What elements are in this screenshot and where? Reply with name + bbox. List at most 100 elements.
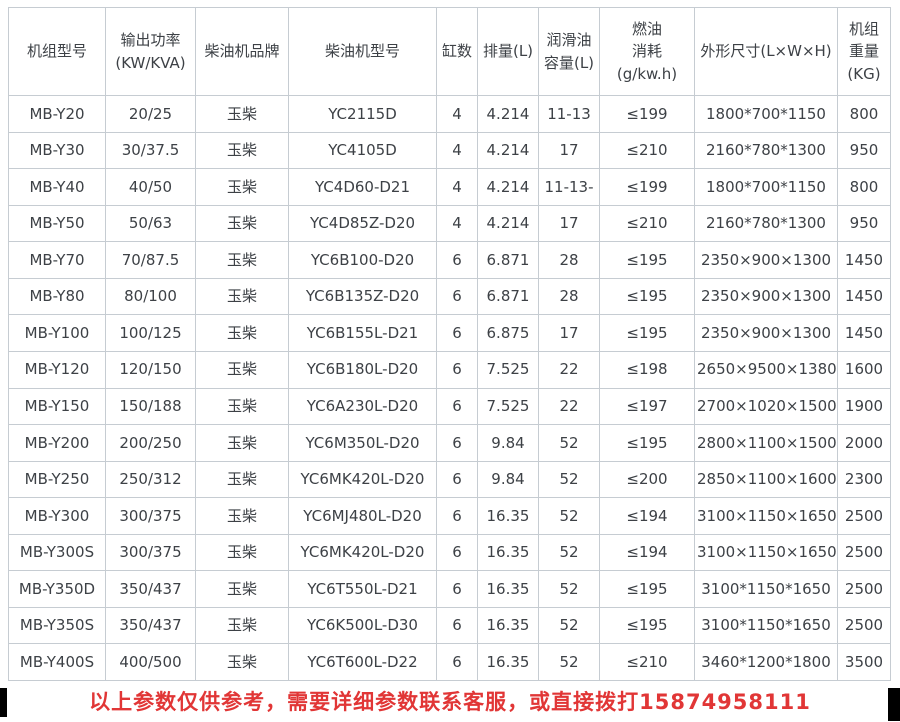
table-cell: YC4105D [288, 131, 437, 170]
table-cell: 玉柴 [195, 350, 289, 389]
table-cell: 950 [837, 131, 891, 170]
table-cell: 4 [436, 168, 478, 206]
table-row: MB-Y20 20/25 玉柴 YC2115D 4 4.214 11-13 ≤199 1800*… [8, 95, 891, 133]
table-cell: 9.84 [477, 460, 539, 499]
table-cell: 150/188 [105, 387, 196, 426]
table-cell: 2000 [837, 424, 891, 462]
table-cell: YC6B180L-D20 [288, 350, 437, 389]
table-cell: 300/375 [105, 497, 196, 535]
table-cell: MB-Y350S [8, 606, 106, 645]
table-row: MB-Y300S 300/375 玉柴 YC6MK420L-D20 6 16.35 52 ≤1… [8, 533, 891, 572]
table-cell: YC6M350L-D20 [288, 424, 437, 462]
table-cell: 1900 [837, 387, 891, 426]
table-row: MB-Y100 100/125 玉柴 YC6B155L-D21 6 6.875 17 ≤195… [8, 314, 891, 352]
table-cell: 2850×1100×1600 [694, 460, 838, 499]
table-cell: 1800*700*1150 [694, 168, 838, 206]
table-cell: MB-Y400S [8, 643, 106, 681]
table-cell: 52 [538, 606, 600, 645]
table-cell: ≤199 [599, 168, 695, 206]
table-cell: ≤195 [599, 570, 695, 608]
table-cell: 950 [837, 204, 891, 243]
table-cell: 6 [436, 350, 478, 389]
table-cell: 玉柴 [195, 497, 289, 535]
table-cell: 玉柴 [195, 570, 289, 608]
table-cell: 250/312 [105, 460, 196, 499]
table-cell: MB-Y200 [8, 424, 106, 462]
table-cell: 52 [538, 460, 600, 499]
table-cell: 6 [436, 314, 478, 352]
table-cell: MB-Y80 [8, 277, 106, 316]
table-row: MB-Y250 250/312 玉柴 YC6MK420L-D20 6 9.84 52 ≤200… [8, 460, 891, 499]
table-cell: 11-13- [538, 168, 600, 206]
column-header-fuel-consumption: 燃油 消耗 (g/kw.h) [599, 7, 695, 96]
table-row: MB-Y350S 350/437 玉柴 YC6K500L-D30 6 16.35 52 ≤19… [8, 606, 891, 645]
table-cell: 52 [538, 497, 600, 535]
header-row: 机组型号 输出功率 (KW/KVA) 柴油机品牌 柴油机型号 缸数 排量(L) … [8, 7, 891, 96]
table-row: MB-Y80 80/100 玉柴 YC6B135Z-D20 6 6.871 28 ≤195 23… [8, 277, 891, 316]
table-row: MB-Y50 50/63 玉柴 YC4D85Z-D20 4 4.214 17 ≤210 2160… [8, 204, 891, 243]
table-cell: YC6B135Z-D20 [288, 277, 437, 316]
table-cell: 2160*780*1300 [694, 131, 838, 170]
table-cell: 玉柴 [195, 204, 289, 243]
table-row: MB-Y400S 400/500 玉柴 YC6T600L-D22 6 16.35 52 ≤21… [8, 643, 891, 681]
table-cell: 6 [436, 533, 478, 572]
table-cell: 3100*1150*1650 [694, 570, 838, 608]
table-cell: MB-Y70 [8, 241, 106, 279]
table-cell: 52 [538, 424, 600, 462]
table-cell: 350/437 [105, 606, 196, 645]
table-cell: ≤195 [599, 241, 695, 279]
table-cell: 16.35 [477, 533, 539, 572]
table-cell: 2160*780*1300 [694, 204, 838, 243]
table-cell: 2500 [837, 497, 891, 535]
table-cell: 1450 [837, 314, 891, 352]
left-black-strip [0, 688, 7, 717]
table-cell: 4.214 [477, 168, 539, 206]
table-cell: 800 [837, 168, 891, 206]
table-cell: ≤195 [599, 424, 695, 462]
table-cell: ≤195 [599, 606, 695, 645]
table-cell: ≤200 [599, 460, 695, 499]
table-cell: 4 [436, 131, 478, 170]
table-cell: 100/125 [105, 314, 196, 352]
table-cell: YC4D85Z-D20 [288, 204, 437, 243]
table-cell: MB-Y50 [8, 204, 106, 243]
table-cell: 玉柴 [195, 460, 289, 499]
table-cell: 7.525 [477, 387, 539, 426]
table-cell: MB-Y350D [8, 570, 106, 608]
table-cell: MB-Y100 [8, 314, 106, 352]
table-cell: 4.214 [477, 95, 539, 133]
table-cell: YC4D60-D21 [288, 168, 437, 206]
table-cell: ≤210 [599, 131, 695, 170]
right-black-strip [888, 688, 900, 721]
table-cell: ≤198 [599, 350, 695, 389]
table-cell: YC6B155L-D21 [288, 314, 437, 352]
table-row: MB-Y30 30/37.5 玉柴 YC4105D 4 4.214 17 ≤210 2160*7… [8, 131, 891, 170]
table-cell: 1800*700*1150 [694, 95, 838, 133]
table-cell: 400/500 [105, 643, 196, 681]
table-cell: ≤195 [599, 314, 695, 352]
table-cell: 22 [538, 350, 600, 389]
table-cell: 4.214 [477, 204, 539, 243]
table-row: MB-Y40 40/50 玉柴 YC4D60-D21 4 4.214 11-13- ≤199 1… [8, 168, 891, 206]
table-cell: 玉柴 [195, 131, 289, 170]
table-cell: 17 [538, 314, 600, 352]
table-cell: 玉柴 [195, 314, 289, 352]
table-cell: ≤210 [599, 643, 695, 681]
column-header-cylinders: 缸数 [436, 7, 478, 96]
table-cell: 6 [436, 606, 478, 645]
table-cell: 7.525 [477, 350, 539, 389]
table-cell: 3100*1150*1650 [694, 606, 838, 645]
table-cell: 3100×1150×1650 [694, 497, 838, 535]
table-cell: 16.35 [477, 570, 539, 608]
table-cell: MB-Y300 [8, 497, 106, 535]
table-cell: 16.35 [477, 497, 539, 535]
column-header-engine-brand: 柴油机品牌 [195, 7, 289, 96]
table-cell: 2350×900×1300 [694, 241, 838, 279]
table-cell: 6 [436, 387, 478, 426]
table-cell: YC6MK420L-D20 [288, 460, 437, 499]
table-cell: 玉柴 [195, 533, 289, 572]
table-header: 机组型号 输出功率 (KW/KVA) 柴油机品牌 柴油机型号 缸数 排量(L) … [8, 7, 891, 96]
table-cell: 9.84 [477, 424, 539, 462]
footer-note-text: 以上参数仅供参考，需要详细参数联系客服，或直接拨打15874958111 [89, 690, 811, 714]
table-cell: 120/150 [105, 350, 196, 389]
